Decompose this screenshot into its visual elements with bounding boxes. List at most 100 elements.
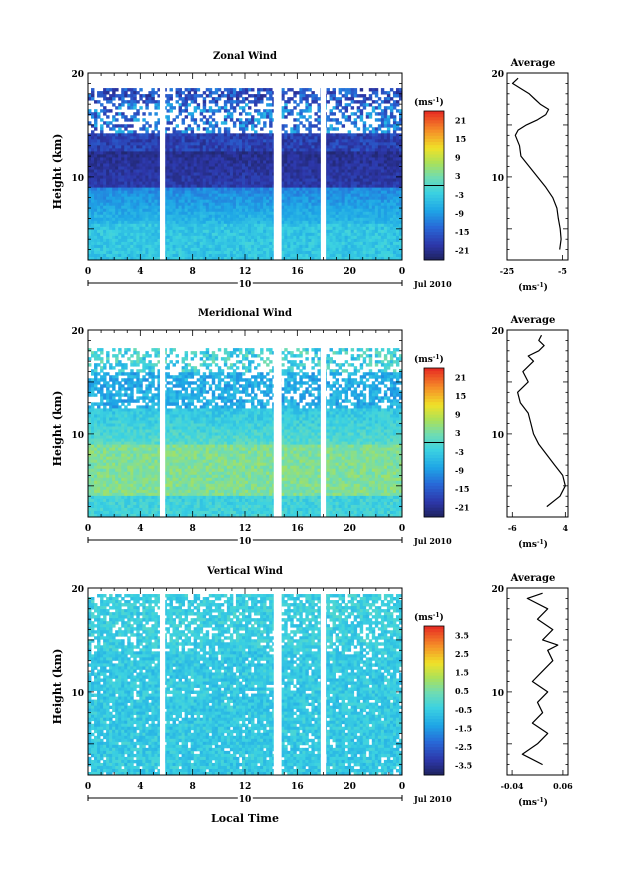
x-tick-label: 20 bbox=[343, 267, 356, 277]
colorbar-tick-label: -3.5 bbox=[455, 761, 472, 771]
colorbar-tick-label: -3 bbox=[455, 190, 464, 200]
colorbar-segment bbox=[424, 728, 444, 732]
colorbar-tick-label: -3 bbox=[455, 447, 464, 457]
y-tick-label: 10 bbox=[71, 174, 84, 184]
colorbar-segment bbox=[424, 657, 444, 661]
profile-y-tick-label: 20 bbox=[491, 585, 504, 595]
colorbar-segment bbox=[424, 454, 444, 459]
colorbar-tick-label: -15 bbox=[455, 484, 469, 494]
profile-x-unit-exp: -1 bbox=[537, 539, 544, 546]
date-label: Jul 2010 bbox=[413, 279, 452, 289]
colorbar-segment bbox=[424, 464, 444, 468]
colorbar-segment bbox=[424, 507, 444, 512]
colorbar-segment bbox=[424, 197, 444, 202]
colorbar-segment bbox=[424, 700, 444, 704]
colorbar-segment bbox=[424, 188, 444, 193]
colorbar-segment bbox=[424, 740, 444, 745]
colorbar-segment bbox=[424, 504, 444, 509]
colorbar-segment bbox=[424, 629, 444, 633]
colorbar-segment bbox=[424, 256, 444, 261]
colorbar-segment bbox=[424, 495, 444, 499]
data-gap bbox=[320, 73, 327, 260]
colorbar-tick-label: -21 bbox=[455, 246, 469, 256]
x-tick-label: 8 bbox=[190, 524, 196, 534]
colorbar-segment bbox=[424, 126, 444, 131]
colorbar-segment bbox=[424, 228, 444, 233]
colorbar-segment bbox=[424, 485, 444, 490]
colorbar-segment bbox=[424, 650, 444, 655]
colorbar-tick-label: -15 bbox=[455, 227, 469, 237]
colorbar-frame bbox=[423, 625, 445, 776]
colorbar-segment bbox=[424, 669, 444, 673]
data-gap bbox=[273, 330, 282, 517]
colorbar-segment bbox=[424, 408, 444, 412]
colorbar-segment bbox=[424, 145, 444, 149]
x-tick-label: 4 bbox=[137, 782, 143, 792]
colorbar-segment bbox=[424, 489, 444, 493]
colorbar-segment bbox=[424, 638, 444, 642]
colorbar-segment bbox=[424, 111, 444, 115]
colorbar-segment bbox=[424, 395, 444, 400]
profile-x-tick-label: -6 bbox=[508, 523, 517, 533]
profile-frame bbox=[506, 329, 569, 518]
colorbar-segment bbox=[424, 423, 444, 428]
colorbar-segment bbox=[424, 712, 444, 717]
colorbar-segment bbox=[424, 476, 444, 481]
colorbar-segment bbox=[424, 207, 444, 211]
colorbar-segment bbox=[424, 157, 444, 162]
colorbar-segment bbox=[424, 626, 444, 630]
colorbar-segment bbox=[424, 135, 444, 140]
colorbar-tick-label: -9 bbox=[455, 465, 464, 475]
colorbar-segment bbox=[424, 247, 444, 252]
profile-y-tick-label: 20 bbox=[491, 327, 504, 337]
colorbar-segment bbox=[424, 675, 444, 680]
colorbar-segment bbox=[424, 743, 444, 748]
colorbar-segment bbox=[424, 513, 444, 518]
profile-y-tick-label: 20 bbox=[491, 70, 504, 80]
colorbar-segment bbox=[424, 120, 444, 124]
colorbar-segment bbox=[424, 691, 444, 695]
data-gap bbox=[320, 588, 327, 775]
colorbar-tick-label: 3 bbox=[455, 428, 461, 438]
colorbar-segment bbox=[424, 210, 444, 214]
colorbar-segment bbox=[424, 750, 444, 754]
colorbar-segment bbox=[424, 439, 444, 443]
x-tick-label: 12 bbox=[239, 267, 252, 277]
colorbar-segment bbox=[424, 244, 444, 248]
colorbar-tick-label: -9 bbox=[455, 208, 464, 218]
colorbar-segment bbox=[424, 632, 444, 636]
colorbar-segment bbox=[424, 241, 444, 245]
colorbar-segment bbox=[424, 436, 444, 440]
y-axis-label: Height (km) bbox=[51, 391, 64, 467]
colorbar-tick-label: 9 bbox=[455, 153, 461, 163]
colorbar-segment bbox=[424, 479, 444, 484]
colorbar-segment bbox=[424, 368, 444, 372]
heatmap-field bbox=[88, 588, 402, 775]
colorbar-segment bbox=[424, 154, 444, 158]
x-tick-label: 0 bbox=[85, 782, 91, 792]
colorbar-segment bbox=[424, 458, 444, 462]
profile-line bbox=[517, 334, 566, 508]
y-axis-label: Height (km) bbox=[51, 134, 64, 210]
profile-x-tick-label: -0.04 bbox=[501, 781, 524, 791]
colorbar-segment bbox=[424, 722, 444, 726]
x-tick-label: 0 bbox=[399, 524, 405, 534]
profile-x-tick-label: 4 bbox=[563, 523, 569, 533]
colorbar-segment bbox=[424, 235, 444, 239]
colorbar-segment bbox=[424, 371, 444, 375]
colorbar-segment bbox=[424, 169, 444, 174]
colorbar-segment bbox=[424, 411, 444, 415]
x-tick-label: 12 bbox=[239, 524, 252, 534]
colorbar-segment bbox=[424, 430, 444, 434]
colorbar-segment bbox=[424, 694, 444, 698]
colorbar-segment bbox=[424, 148, 444, 152]
colorbar-segment bbox=[424, 672, 444, 677]
data-gap bbox=[273, 588, 282, 775]
profile-line bbox=[511, 77, 562, 250]
profile-y-tick-label: 10 bbox=[491, 689, 504, 699]
colorbar-segment bbox=[424, 129, 444, 134]
x-tick-label: 0 bbox=[85, 524, 91, 534]
colorbar-segment bbox=[424, 114, 444, 118]
profile-x-tick-label: -25 bbox=[500, 266, 514, 276]
